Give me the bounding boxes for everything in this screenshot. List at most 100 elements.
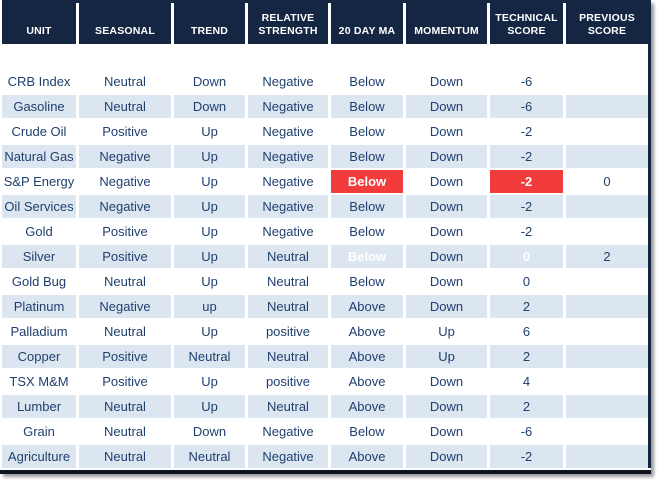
table-row: Agriculture Neutral Neutral Negative Above Do… [2,445,648,468]
cell-seasonal: Neutral [79,420,171,443]
cell-technical-score: 6 [490,320,563,343]
cell-trend: Up [174,270,245,293]
cell-20-day-ma: Below [331,95,403,118]
technical-score-table: UNIT SEASONAL TREND RELATIVE STRENGTH 20 DAY… [0,0,651,474]
cell-20-day-ma: Above [331,295,403,318]
cell-20-day-ma: Above [331,370,403,393]
table-row: Gold Bug Neutral Up Neutral Below Down 0 [2,270,648,293]
cell-previous-score [566,145,648,168]
cell-previous-score [566,120,648,143]
cell-trend: Down [174,70,245,93]
cell-momentum: Down [406,170,487,193]
cell-momentum: Down [406,295,487,318]
cell-trend: Neutral [174,345,245,368]
table-row: Crude Oil Positive Up Negative Below Down -2 [2,120,648,143]
cell-technical-score: 2 [490,295,563,318]
column-header-technical-score: TECHNICAL SCORE [490,3,563,44]
cell-unit: CRB Index [2,70,76,93]
cell-seasonal: Negative [79,295,171,318]
cell-momentum: Down [406,120,487,143]
cell-seasonal: Negative [79,195,171,218]
cell-unit: Silver [2,245,76,268]
cell-previous-score [566,70,648,93]
cell-momentum: Down [406,220,487,243]
column-header-previous-score: PREVIOUS SCORE [566,3,648,44]
cell-relative-strength: Neutral [248,245,328,268]
column-header-trend: TREND [174,3,245,44]
cell-unit: Gold Bug [2,270,76,293]
cell-technical-score: 2 [490,345,563,368]
cell-20-day-ma: Below [331,220,403,243]
cell-20-day-ma: Below [331,70,403,93]
cell-seasonal: Positive [79,370,171,393]
table-row: CRB Index Neutral Down Negative Below Down -6 [2,70,648,93]
cell-unit: Grain [2,420,76,443]
table-bottom-border [0,470,651,474]
cell-technical-score: -6 [490,420,563,443]
cell-momentum: Down [406,420,487,443]
cell-technical-score: -2 [490,220,563,243]
cell-20-day-ma: Above [331,395,403,418]
cell-relative-strength: Negative [248,195,328,218]
cell-20-day-ma: Above [331,320,403,343]
cell-20-day-ma: Below [331,170,403,193]
cell-previous-score [566,220,648,243]
table-row: Gold Positive Up Negative Below Down -2 [2,220,648,243]
cell-trend: Down [174,420,245,443]
table-row: Palladium Neutral Up positive Above Up 6 [2,320,648,343]
cell-20-day-ma: Above [331,345,403,368]
cell-relative-strength: Negative [248,95,328,118]
table-row: Oil Services Negative Up Negative Below Down -… [2,195,648,218]
cell-relative-strength: Neutral [248,395,328,418]
cell-previous-score: 0 [566,170,648,193]
cell-trend: Up [174,145,245,168]
cell-20-day-ma: Below [331,195,403,218]
cell-unit: Gold [2,220,76,243]
cell-momentum: Down [406,95,487,118]
cell-technical-score: 0 [490,270,563,293]
cell-previous-score [566,320,648,343]
cell-relative-strength: Negative [248,445,328,468]
cell-relative-strength: positive [248,370,328,393]
column-header-relative-strength: RELATIVE STRENGTH [248,3,328,44]
cell-20-day-ma: Below [331,245,403,268]
table-row: TSX M&M Positive Up positive Above Down 4 [2,370,648,393]
table-body: UNIT SEASONAL TREND RELATIVE STRENGTH 20 DAY… [2,0,651,468]
table-row: Copper Positive Neutral Neutral Above Up 2 [2,345,648,368]
cell-previous-score [566,95,648,118]
cell-seasonal: Negative [79,170,171,193]
cell-relative-strength: Negative [248,170,328,193]
cell-trend: up [174,295,245,318]
cell-technical-score: -2 [490,195,563,218]
cell-trend: Up [174,245,245,268]
table-header-row: UNIT SEASONAL TREND RELATIVE STRENGTH 20 DAY… [2,3,648,44]
cell-trend: Neutral [174,445,245,468]
table-row: Grain Neutral Down Negative Below Down -6 [2,420,648,443]
cell-relative-strength: Neutral [248,270,328,293]
cell-unit: Natural Gas [2,145,76,168]
cell-unit: Platinum [2,295,76,318]
cell-trend: Up [174,170,245,193]
cell-momentum: Down [406,70,487,93]
cell-trend: Up [174,120,245,143]
cell-20-day-ma: Below [331,420,403,443]
cell-previous-score [566,445,648,468]
cell-relative-strength: Negative [248,220,328,243]
cell-seasonal: Neutral [79,395,171,418]
cell-unit: Copper [2,345,76,368]
cell-technical-score: 4 [490,370,563,393]
cell-unit: Agriculture [2,445,76,468]
column-header-20-day-ma: 20 DAY MA [331,3,403,44]
table-row: Silver Positive Up Neutral Below Down 0 2 [2,245,648,268]
cell-previous-score [566,420,648,443]
cell-momentum: Down [406,395,487,418]
cell-technical-score: -6 [490,70,563,93]
cell-unit: Gasoline [2,95,76,118]
blank-row [2,44,648,70]
cell-previous-score [566,345,648,368]
cell-technical-score: -2 [490,120,563,143]
cell-20-day-ma: Above [331,445,403,468]
cell-seasonal: Negative [79,145,171,168]
cell-unit: Lumber [2,395,76,418]
cell-unit: Palladium [2,320,76,343]
